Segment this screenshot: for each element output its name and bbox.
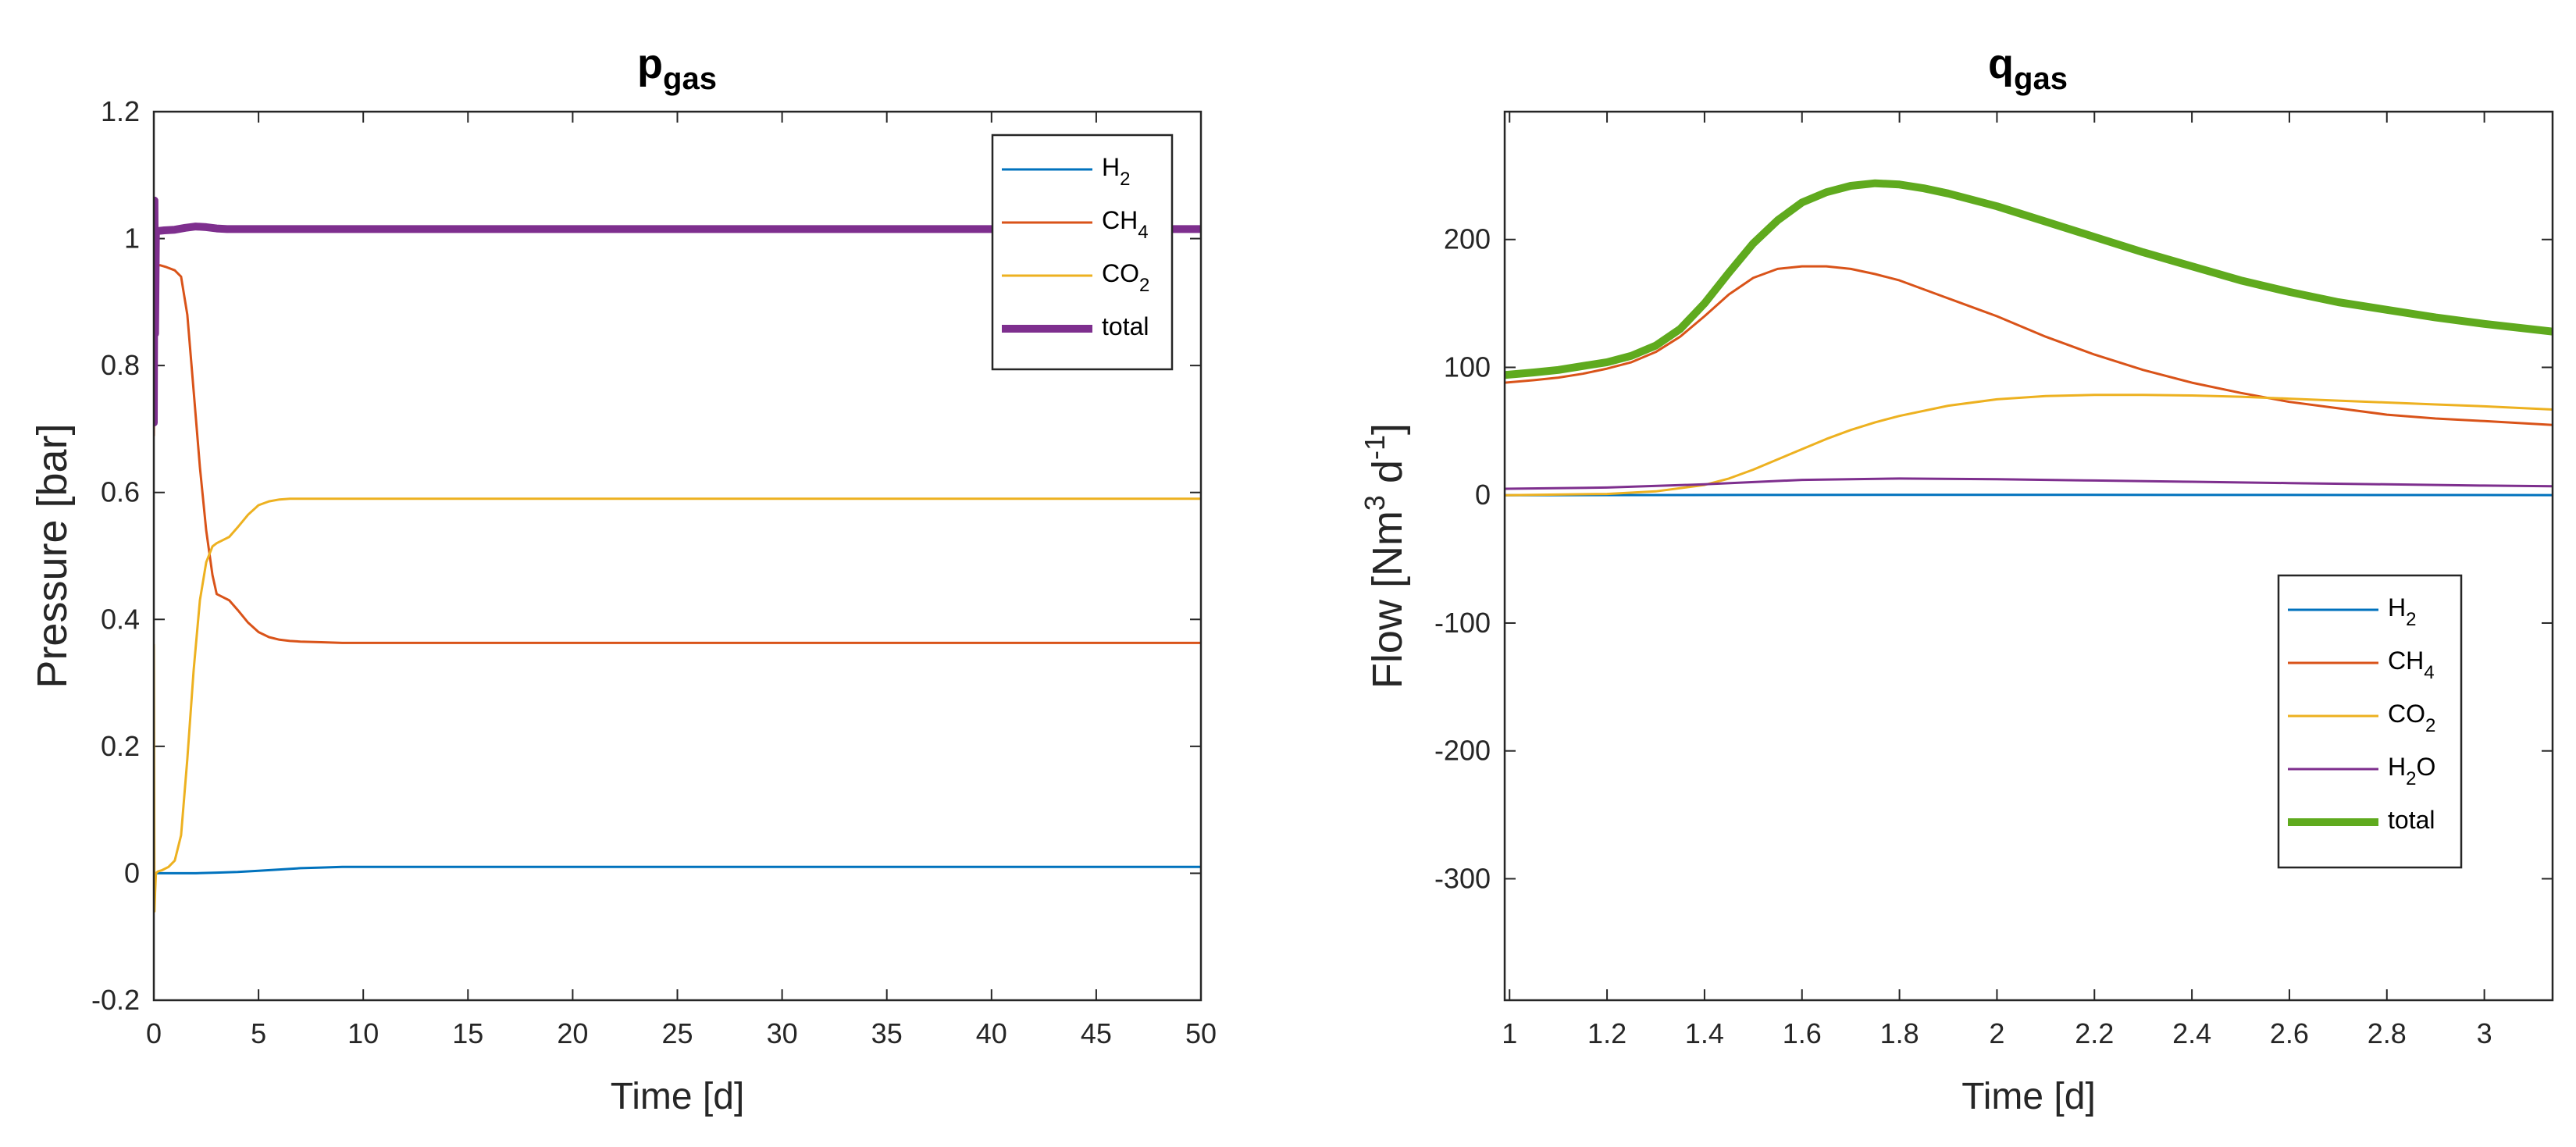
legend-label-end: O	[2416, 753, 2435, 781]
series-line-ch4	[154, 264, 1201, 644]
chart-title: pgas	[637, 41, 717, 96]
plot-lines	[154, 196, 1201, 913]
title-subscript: gas	[663, 62, 717, 96]
y-tick-label: -0.2	[91, 984, 140, 1016]
legend-label-co2: CO2	[2388, 700, 2435, 736]
x-tick-label: 45	[1081, 1017, 1112, 1049]
legend-label-h2: H2	[1102, 153, 1130, 190]
y-tick-label: 0.8	[101, 349, 140, 381]
x-tick-label: 1.4	[1685, 1017, 1724, 1049]
x-tick-label: 30	[767, 1017, 798, 1049]
legend-label-main: CH	[2388, 647, 2424, 675]
series-line-total	[154, 196, 1201, 427]
x-tick-label: 10	[347, 1017, 379, 1049]
series-line-co2	[1505, 394, 2553, 497]
x-tick-label: 1.6	[1783, 1017, 1822, 1049]
ylabel-part: ]	[1364, 423, 1411, 435]
legend-label-ch4: CH4	[2388, 647, 2435, 683]
ylabel-part: Flow [Nm	[1364, 511, 1411, 689]
y-tick-label: 0	[124, 857, 140, 889]
legend-label-subscript: 2	[2406, 768, 2416, 789]
x-axis-label: Time [d]	[611, 1076, 745, 1117]
series-line-h2o	[1505, 477, 2553, 490]
y-tick-label: -300	[1434, 862, 1491, 894]
legend-label-main: H	[2388, 753, 2406, 781]
legend-label-main: CH	[1102, 206, 1138, 234]
legend-label-subscript: 2	[1120, 169, 1130, 190]
x-tick-label: 2.8	[2368, 1017, 2407, 1049]
legend-label-co2: CO2	[1102, 259, 1149, 296]
ylabel-superscript: 3	[1359, 495, 1391, 511]
y-tick-label: 0	[1475, 479, 1491, 511]
axes-box	[152, 110, 1202, 1002]
legend-label-subscript: 2	[2406, 609, 2416, 630]
x-axis-label: Time [d]	[1961, 1076, 2096, 1117]
legend-label-subscript: 2	[1139, 275, 1149, 296]
x-tick-label: 1.2	[1587, 1017, 1626, 1049]
series-line-h2	[154, 865, 1201, 874]
x-tick-label: 2.2	[2075, 1017, 2114, 1049]
x-tick-label: 5	[251, 1017, 266, 1049]
x-tick-label: 2	[1989, 1017, 2004, 1049]
x-tick-label: 25	[661, 1017, 693, 1049]
y-tick-label: 0.2	[101, 730, 140, 762]
x-tick-label: 2.6	[2270, 1017, 2309, 1049]
x-tick-label: 0	[146, 1017, 162, 1049]
x-tick-label: 40	[976, 1017, 1007, 1049]
x-tick-label: 3	[2477, 1017, 2492, 1049]
x-tick-label: 1.8	[1880, 1017, 1919, 1049]
ylabel-part: d	[1364, 460, 1411, 495]
y-axis-label: Pressure [bar]	[29, 423, 76, 688]
title-subscript: gas	[2014, 62, 2068, 96]
legend-label-main: total	[2388, 806, 2435, 834]
series-line-h2	[1505, 493, 2553, 497]
legend-label-subscript: 2	[2425, 715, 2435, 736]
x-tick-label: 1	[1502, 1017, 1517, 1049]
legend-label-total: total	[2388, 806, 2435, 834]
legend-label-main: total	[1102, 312, 1149, 340]
legend-label-subscript: 4	[2424, 662, 2434, 683]
x-tick-label: 20	[557, 1017, 588, 1049]
legend-label-main: H	[1102, 153, 1120, 181]
legend-label-h2o: H2O	[2388, 753, 2435, 789]
x-tick-label: 15	[452, 1017, 483, 1049]
legend-label-total: total	[1102, 312, 1149, 340]
x-tick-label: 35	[871, 1017, 903, 1049]
y-tick-label: 0.6	[101, 476, 140, 508]
y-tick-label: 0.4	[101, 603, 140, 635]
series-line-ch4	[1505, 265, 2553, 426]
legend-label-ch4: CH4	[1102, 206, 1149, 243]
title-main: p	[637, 41, 663, 87]
y-axis-label: Flow [Nm3 d-1]	[1359, 423, 1411, 689]
y-tick-label: 200	[1444, 223, 1491, 255]
y-tick-label: 1	[124, 223, 140, 255]
y-tick-label: -200	[1434, 735, 1491, 767]
legend-label-main: CO	[2388, 700, 2425, 728]
x-tick-label: 2.4	[2172, 1017, 2211, 1049]
chart-title: qgas	[1988, 41, 2068, 96]
chart-1: 0 5 10 15 20 25 30 35 40 45 50-0.200.20.40.60.811.…	[29, 41, 1217, 1117]
ylabel-superscript: -1	[1359, 435, 1391, 460]
plot-lines	[1505, 179, 2553, 497]
x-tick-label: 50	[1185, 1017, 1217, 1049]
y-tick-label: 1.2	[101, 95, 140, 127]
axes-box	[1503, 110, 2554, 1002]
y-tick-label: -100	[1434, 607, 1491, 639]
legend-label-main: CO	[1102, 259, 1139, 287]
legend-label-h2: H2	[2388, 593, 2416, 630]
chart-2: 1 1.2 1.4 1.6 1.8 2 2.2 2.4 2.6 2.8 3 -300 -200 -100 0…	[1359, 41, 2554, 1117]
y-tick-label: 100	[1444, 351, 1491, 383]
legend-label-subscript: 4	[1138, 222, 1148, 243]
legend-label-main: H	[2388, 593, 2406, 622]
series-line-co2	[154, 497, 1201, 913]
title-main: q	[1988, 41, 2014, 87]
series-line-total	[1505, 179, 2553, 379]
